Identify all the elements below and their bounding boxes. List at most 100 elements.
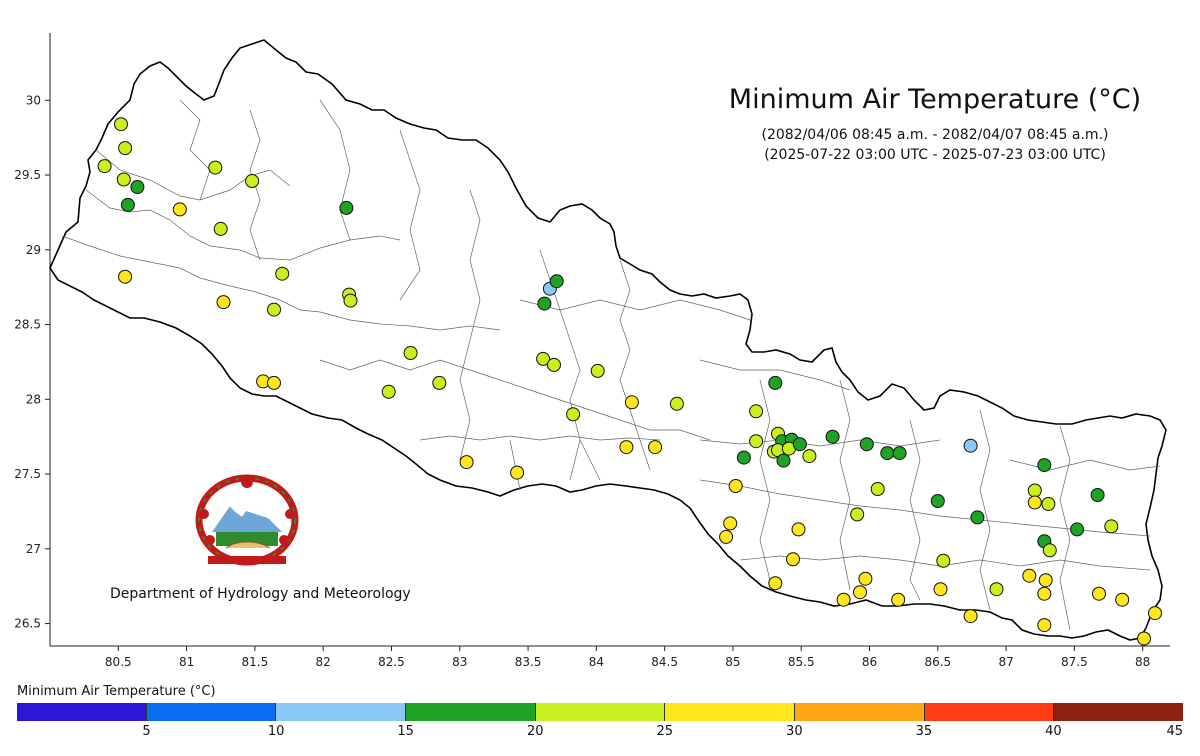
station-point [1022,568,1037,583]
station-point [381,384,396,399]
legend-tick-label: 15 [397,724,414,739]
legend-tick-label: 35 [915,724,933,739]
x-tick-label: 83.5 [515,655,542,669]
station-point [736,450,751,465]
station-point [97,159,112,174]
station-point [891,592,906,607]
legend-tick-label: 45 [1166,724,1183,739]
legend-tick-label: 10 [267,724,285,739]
x-tick-label: 84.5 [651,655,678,669]
department-name: Department of Hydrology and Meteorology [110,586,411,602]
station-point [776,453,791,468]
station-point [1038,573,1053,588]
station-point [566,407,581,422]
y-tick-label: 28 [26,392,41,406]
station-point [619,440,634,455]
x-tick-label: 81.5 [242,655,269,669]
station-point [963,609,978,624]
station-point [723,516,738,531]
station-point [120,197,135,212]
x-axis-ticks: 80.5 81 81.5 82 82.5 83 83.5 84 84.5 85 85.5 86 86.5… [105,646,1150,669]
station-point [792,437,807,452]
station-point [536,351,551,366]
station-point [1148,606,1162,621]
station-point [880,446,895,461]
station-point [172,202,187,217]
station-point [768,375,783,390]
station-point [669,396,684,411]
station-point [749,404,764,419]
x-tick-label: 85 [725,655,740,669]
legend-color-segment [924,703,1055,721]
station-point [213,221,228,236]
x-tick-label: 86.5 [924,655,951,669]
station-point [768,576,783,591]
station-point [1037,586,1052,601]
color-legend-bar [17,703,1184,721]
y-tick-label: 29.5 [14,168,41,182]
legend-color-segment [276,703,407,721]
station-point [114,117,128,132]
country-boundary [49,39,1167,641]
x-tick-label: 87 [998,655,1013,669]
station-point [275,266,290,281]
station-point [850,507,865,522]
station-point [118,269,133,284]
station-point [216,295,231,310]
x-tick-label: 80.5 [105,655,132,669]
station-point [267,302,281,317]
legend-tick-label: 5 [142,724,151,739]
station-point [118,141,133,156]
government-emblem-icon [195,474,299,566]
district-boundaries [61,99,1161,631]
y-tick-label: 29 [26,243,41,257]
station-point [749,434,764,449]
station-point [432,375,447,390]
station-point [624,395,639,410]
x-tick-label: 84 [589,655,604,669]
station-point [791,522,806,537]
station-point [1041,497,1056,511]
station-point [1027,495,1042,510]
station-point [970,510,985,525]
station-point [1137,631,1151,646]
station-point [537,296,552,311]
station-point [1070,522,1085,537]
station-point [1037,618,1052,633]
legend-color-segment [535,703,666,721]
x-tick-label: 82.5 [378,655,405,669]
y-tick-label: 30 [26,93,41,107]
legend-color-segment [795,703,925,721]
station-point [858,571,873,586]
x-tick-label: 83 [452,655,467,669]
station-point [547,357,561,372]
station-point [802,449,817,464]
station-point [343,293,358,308]
legend-color-segment [1054,703,1184,721]
station-point [1090,488,1105,502]
station-point [936,553,951,568]
x-tick-label: 88 [1135,655,1150,669]
station-point [1115,592,1130,607]
station-point [786,552,800,567]
station-point [590,363,605,378]
station-point [1027,483,1042,498]
map-subtitle-nepali-date: (2082/04/06 08:45 a.m. - 2082/04/07 08:4… [761,127,1109,143]
y-tick-label: 27.5 [14,467,41,481]
station-point [870,482,885,496]
legend-tick-label: 20 [526,724,544,739]
station-point [510,465,525,480]
legend-tick-label: 30 [786,724,803,739]
y-tick-label: 26.5 [14,617,41,631]
y-tick-label: 27 [26,542,41,556]
legend-color-segment [17,703,147,721]
legend-color-segment [406,703,536,721]
legend-tick-label: 40 [1045,724,1062,739]
station-point [648,440,663,455]
station-point [116,172,131,187]
x-tick-label: 82 [316,655,331,669]
y-axis-ticks: 30 29.5 29 28.5 28 27.5 27 26.5 [14,93,50,631]
station-point [892,446,907,461]
station-point [459,455,474,470]
